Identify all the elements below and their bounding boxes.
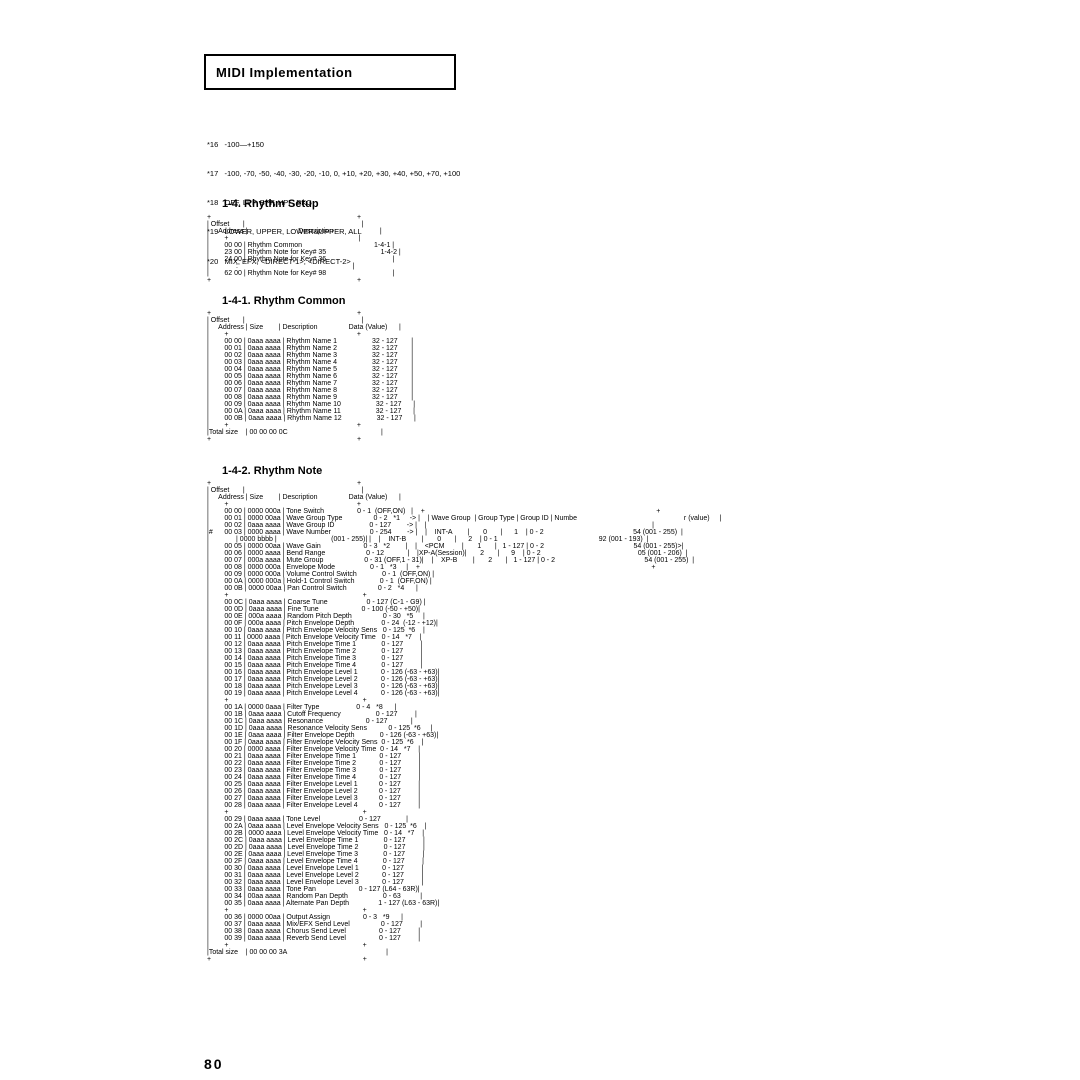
footnote-17: *17 -100, -70, -50, -40, -30, -20, -10, … xyxy=(207,169,460,179)
header-title: MIDI Implementation xyxy=(216,65,353,80)
section-1-4-2-title: 1-4-2. Rhythm Note xyxy=(222,465,322,477)
section-1-4-1-title: 1-4-1. Rhythm Common xyxy=(222,295,345,307)
rhythm-common-table: + + | Offset | | | Address | Size | Desc… xyxy=(207,310,416,443)
rhythm-note-table: + + | Offset | | | Address | Size | Desc… xyxy=(207,480,721,963)
page-number: 80 xyxy=(204,1056,224,1072)
header-title-box: MIDI Implementation xyxy=(204,54,456,90)
footnote-16: *16 -100—+150 xyxy=(207,140,460,150)
section-1-4-title: 1-4. Rhythm Setup xyxy=(222,198,319,210)
rhythm-setup-table: + + | Offset | | | Address | Des xyxy=(207,214,401,284)
